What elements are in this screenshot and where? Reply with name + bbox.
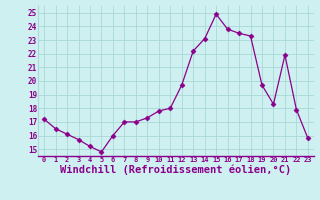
X-axis label: Windchill (Refroidissement éolien,°C): Windchill (Refroidissement éolien,°C)	[60, 165, 292, 175]
